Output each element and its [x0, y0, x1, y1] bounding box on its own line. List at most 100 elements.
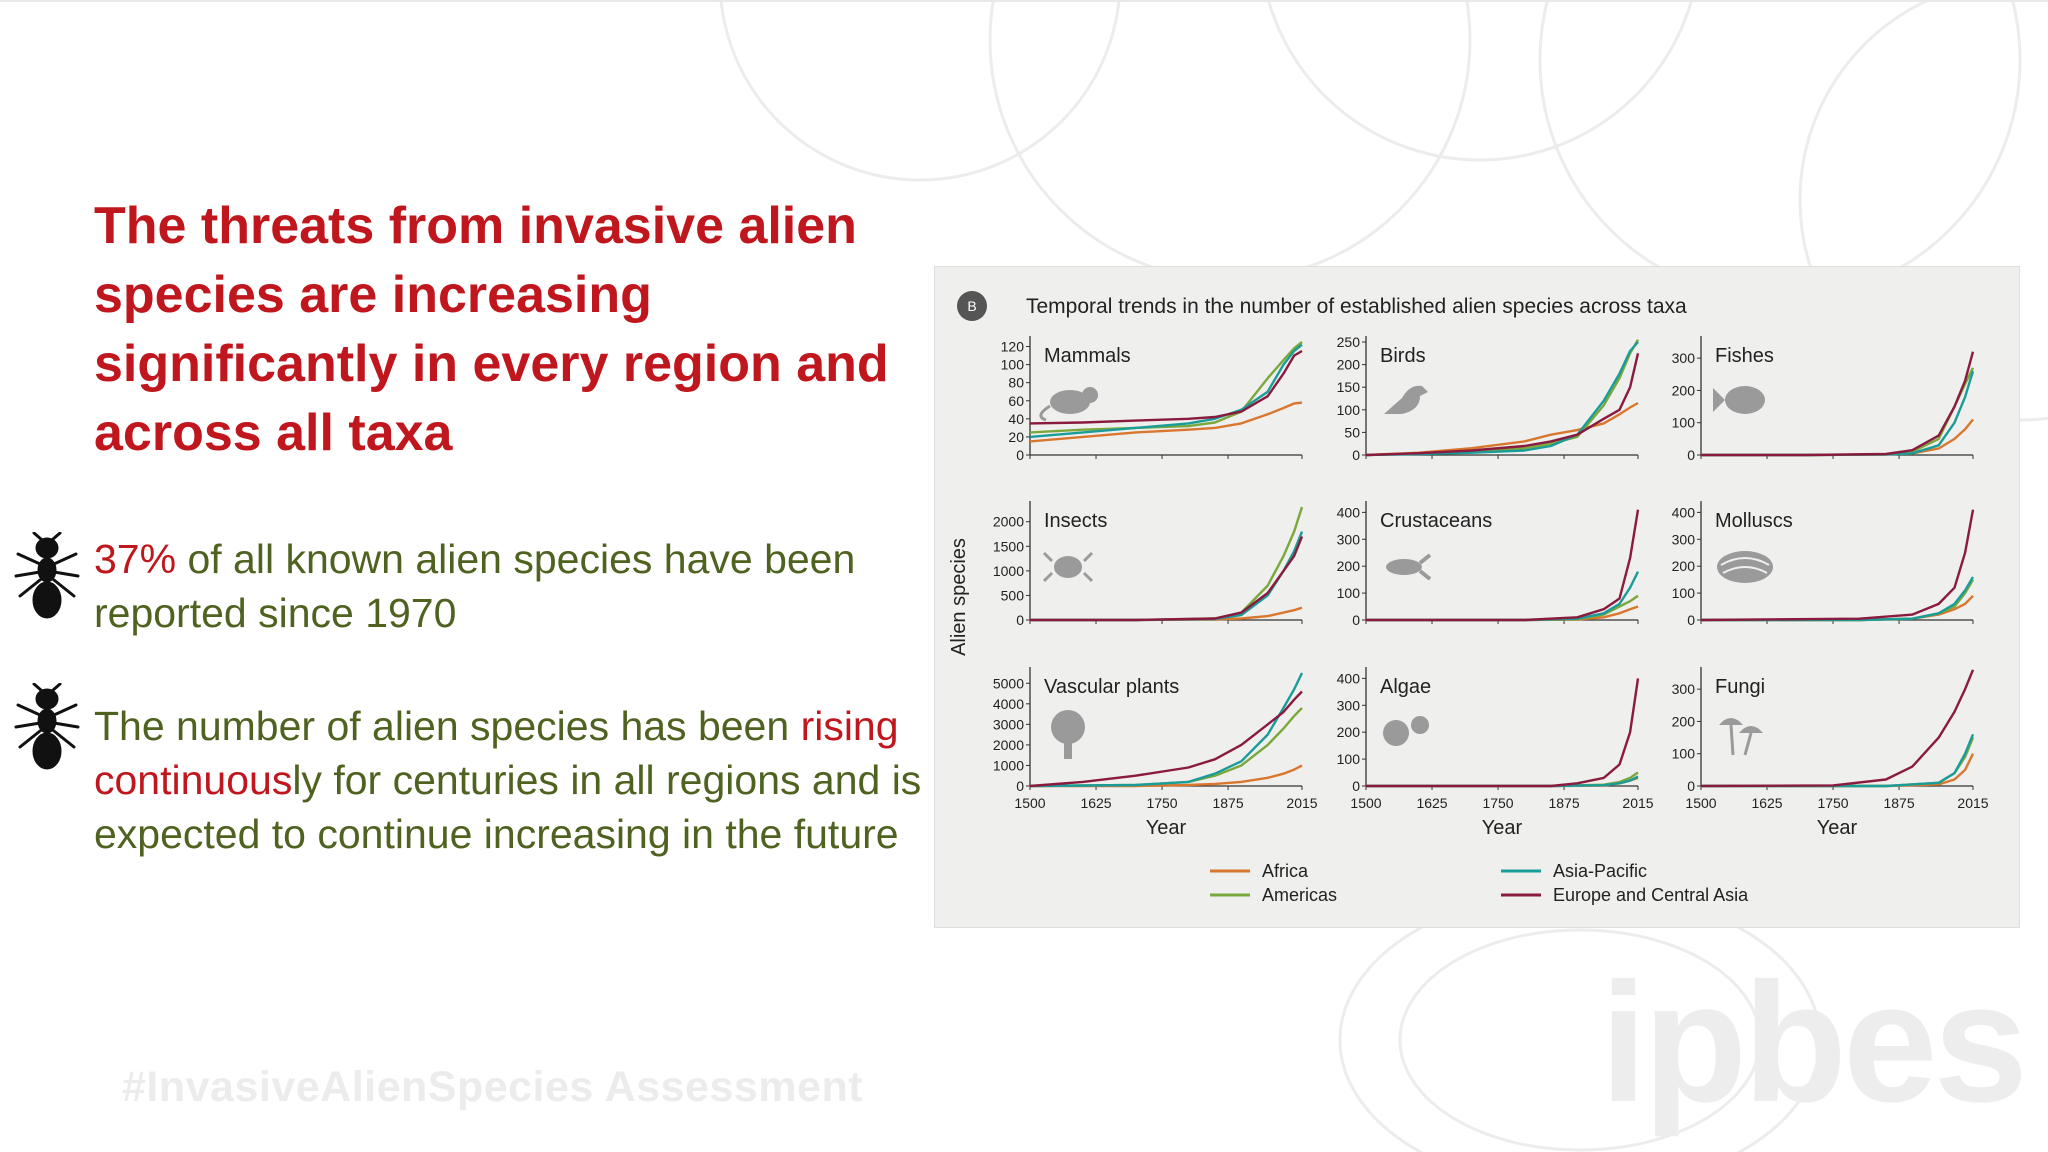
y-tick-label: 100: [1337, 402, 1361, 418]
slide-headline: The threats from invasive alien species …: [94, 197, 889, 462]
x-tick-label: 1875: [1548, 795, 1579, 811]
chart-panel-vascular-plants: 0 1000 2000 3000 4000 5000 1500 1625 1750 1875 201…: [993, 667, 1318, 839]
chart-panel-crustaceans: 0 100 200 300 400 Crustaceans: [1337, 501, 1640, 628]
series-line-africa: [1365, 401, 1639, 457]
y-tick-label: 300: [1672, 681, 1696, 697]
series-line-europe-and-central-asia: [1700, 669, 1975, 788]
x-tick-label: 1875: [1212, 795, 1243, 811]
chart-panel-algae: 0 100 200 300 400 1500 1625 1750 1875 2015 Year Alg…: [1337, 667, 1654, 839]
y-tick-label: 200: [1672, 382, 1696, 398]
panel-title: Crustaceans: [1380, 510, 1492, 532]
y-tick-label: 300: [1672, 531, 1696, 547]
y-tick-label: 100: [1001, 357, 1025, 373]
y-tick-label: 100: [1672, 585, 1696, 601]
y-tick-label: 0: [1687, 447, 1695, 463]
y-tick-label: 200: [1337, 724, 1361, 740]
mollusc-icon-ridges: [1720, 557, 1770, 574]
legend-item-africa: Africa: [1210, 861, 1309, 881]
x-tick-label: 1875: [1883, 795, 1914, 811]
panel-title: Vascular plants: [1044, 676, 1179, 698]
top-divider: [0, 0, 2048, 2]
chart-panel-molluscs: 0 100 200 300 400 Molluscs: [1672, 501, 1975, 628]
chart-panel-mammals: 0 20 40 60 80 100 120 Mammals: [1001, 336, 1303, 463]
bullet-2-seg-1: The number of alien species has been: [94, 703, 801, 749]
chart-panel-birds: 0 50 100 150 200 250 Birds: [1337, 334, 1640, 463]
y-tick-label: 300: [1672, 350, 1696, 366]
algae-icon-cell-2: [1411, 716, 1429, 734]
legend-item-europe-and-central-asia: Europe and Central Asia: [1501, 885, 1749, 905]
x-axis-label: Year: [1817, 817, 1858, 839]
x-axis-label: Year: [1482, 817, 1523, 839]
chart-figure: B Temporal trends in the number of establ…: [934, 266, 2020, 928]
series-line-africa: [1701, 753, 1975, 788]
y-tick-label: 200: [1672, 713, 1696, 729]
y-tick-label: 5000: [993, 675, 1024, 691]
y-tick-label: 120: [1001, 339, 1025, 355]
panel-title: Insects: [1044, 510, 1107, 532]
series-line-africa: [1701, 594, 1974, 622]
y-tick-label: 20: [1008, 429, 1024, 445]
series-line-europe-and-central-asia: [1701, 351, 1975, 457]
x-tick-label: 1500: [1350, 795, 1381, 811]
y-tick-label: 0: [1687, 612, 1695, 628]
x-tick-label: 1625: [1080, 795, 1111, 811]
x-tick-label: 1750: [1817, 795, 1848, 811]
chart-svg: B Temporal trends in the number of establ…: [948, 291, 1989, 905]
y-tick-label: 80: [1008, 375, 1024, 391]
insect-icon-body: [1054, 556, 1082, 578]
series-line-europe-and-central-asia: [1029, 690, 1303, 788]
crayfish-icon-body: [1386, 559, 1422, 575]
panel-title: Algae: [1380, 676, 1431, 698]
series-line-asia-pacific: [1701, 576, 1975, 622]
series-line-europe-and-central-asia: [1700, 509, 1975, 622]
y-tick-label: 150: [1337, 379, 1361, 395]
y-tick-label: 50: [1344, 424, 1360, 440]
series-line-africa: [1029, 401, 1303, 443]
x-tick-label: 1500: [1014, 795, 1045, 811]
ant-icon: [14, 683, 80, 770]
x-tick-label: 1750: [1146, 795, 1177, 811]
panel-title: Molluscs: [1715, 510, 1793, 532]
series-line-asia-pacific: [1029, 672, 1304, 788]
y-tick-label: 100: [1672, 415, 1696, 431]
insect-icon-legs: [1042, 551, 1094, 583]
x-tick-label: 2015: [1286, 795, 1317, 811]
ant-icon: [14, 532, 80, 619]
y-tick-label: 100: [1337, 751, 1361, 767]
y-tick-label: 3000: [993, 716, 1024, 732]
y-tick-label: 250: [1337, 334, 1361, 350]
rat-icon-tail: [1039, 404, 1051, 422]
series-line-europe-and-central-asia: [1366, 678, 1640, 788]
legend-item-asia-pacific: Asia-Pacific: [1501, 861, 1647, 881]
y-tick-label: 300: [1337, 697, 1361, 713]
y-tick-label: 0: [1352, 612, 1360, 628]
series-line-africa: [1030, 764, 1303, 788]
panel-badge-label: B: [967, 298, 976, 314]
y-tick-label: 100: [1672, 746, 1696, 762]
series-line-europe-and-central-asia: [1029, 349, 1303, 425]
legend-label: Americas: [1262, 885, 1337, 905]
series-line-europe-and-central-asia: [1366, 509, 1640, 622]
series-line-americas: [1366, 594, 1639, 622]
legend-label: Asia-Pacific: [1553, 861, 1647, 881]
y-tick-label: 100: [1337, 585, 1361, 601]
series-line-europe-and-central-asia: [1030, 536, 1304, 622]
y-tick-label: 2000: [993, 737, 1024, 753]
fish-icon-tail: [1713, 388, 1725, 412]
y-tick-label: 0: [1687, 778, 1695, 794]
y-tick-label: 60: [1008, 393, 1024, 409]
panel-title: Fungi: [1715, 676, 1765, 698]
crayfish-icon-claws: [1418, 553, 1432, 581]
legend-label: Europe and Central Asia: [1553, 885, 1749, 905]
y-tick-label: 0: [1016, 447, 1024, 463]
chart-panel-insects: 0 500 1000 1500 2000 Insects: [993, 501, 1304, 628]
bullet-2-seg-2: rising continuous: [94, 703, 899, 803]
chart-panel-fungi: 0 100 200 300 1500 1625 1750 1875 2015 Year Fungi: [1672, 667, 1989, 839]
series-line-asia-pacific: [1365, 341, 1639, 457]
rat-icon-body: [1050, 390, 1090, 414]
series-line-africa: [1701, 418, 1974, 457]
y-tick-label: 40: [1008, 411, 1024, 427]
mushroom-icon-cap-2: [1739, 726, 1763, 733]
rat-icon-head: [1082, 387, 1098, 403]
chart-panel-fishes: 0 100 200 300 Fishes: [1672, 336, 1975, 463]
